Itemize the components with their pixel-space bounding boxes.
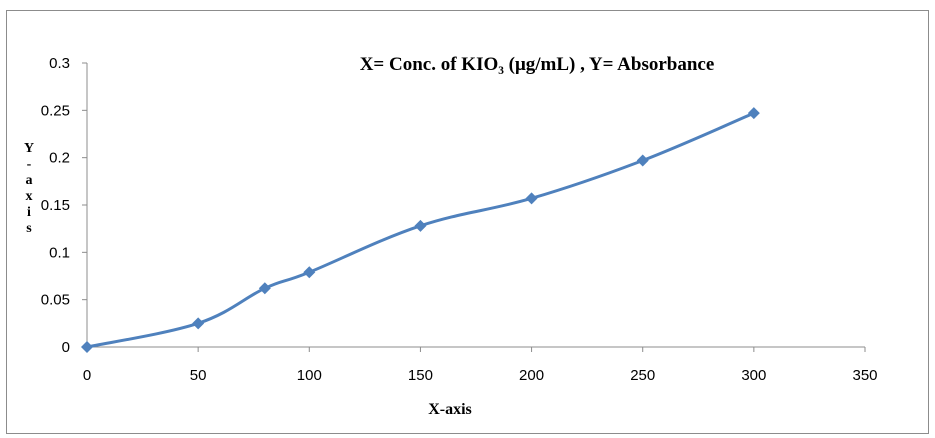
data-point-marker: [525, 192, 538, 205]
y-tick-label: 0.15: [41, 197, 70, 214]
x-tick-label: 250: [630, 367, 655, 384]
y-tick-label: 0.25: [41, 102, 70, 119]
data-point-marker: [636, 154, 649, 167]
y-tick-label: 0.05: [41, 292, 70, 309]
data-point-marker: [81, 341, 93, 353]
y-axis: 0 0.05 0.1 0.15 0.2 0.25 0.3: [41, 55, 88, 356]
y-axis-label-char: a: [26, 173, 33, 188]
data-point-marker: [303, 266, 316, 279]
x-tick-label: 350: [852, 367, 877, 384]
y-tick-label: 0.2: [49, 150, 70, 167]
y-tick-labels: 0 0.05 0.1 0.15 0.2 0.25 0.3: [41, 55, 87, 356]
x-tick-label: 0: [83, 367, 91, 384]
y-axis-label-char: -: [27, 157, 32, 172]
y-axis-label-char: x: [26, 189, 33, 204]
y-axis-label-char: i: [27, 205, 31, 220]
x-tick-label: 200: [519, 367, 544, 384]
x-axis-label: X-axis: [428, 401, 472, 418]
data-point-marker: [258, 282, 271, 295]
y-tick-label: 0.3: [49, 55, 70, 72]
y-tick-label: 0: [62, 339, 70, 356]
x-tick-labels: 0 50 100 150 200 250 300 350: [83, 347, 878, 384]
y-tick-label: 0.1: [49, 244, 70, 261]
data-point-marker: [747, 107, 760, 120]
x-tick-label: 300: [741, 367, 766, 384]
x-tick-label: 50: [190, 367, 207, 384]
data-markers: [81, 107, 760, 353]
x-tick-label: 100: [297, 367, 322, 384]
y-axis-label-char: s: [26, 221, 32, 236]
y-axis-label-char: Y: [24, 141, 34, 156]
x-axis: 0 50 100 150 200 250 300 350: [83, 346, 878, 384]
data-point-marker: [414, 219, 427, 232]
chart-area: [6, 10, 929, 434]
chart-title: X= Conc. of KIO₃ (μg/mL) , Y= Absorbance: [360, 54, 715, 75]
data-point-marker: [192, 317, 205, 330]
y-axis-label: Y-axis: [24, 141, 34, 236]
x-tick-label: 150: [408, 367, 433, 384]
